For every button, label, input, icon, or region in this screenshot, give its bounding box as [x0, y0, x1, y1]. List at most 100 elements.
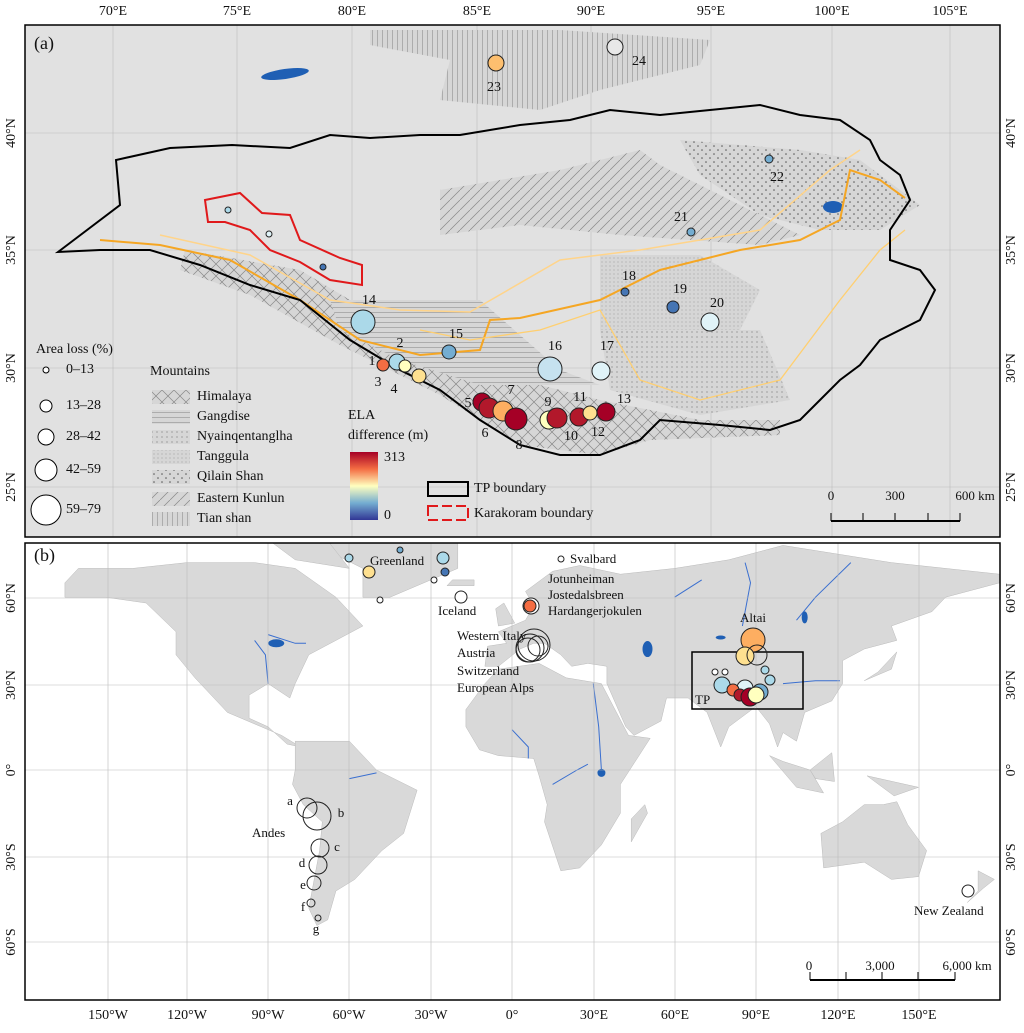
glacier-site: [961, 884, 975, 898]
mountain-hatch: [600, 255, 760, 330]
glacier-site: [557, 555, 565, 563]
lat-label: 30°N: [4, 670, 19, 700]
lon-label: 80°E: [338, 4, 366, 19]
site-label: 23: [487, 80, 501, 95]
legend-label: 28–42: [66, 429, 101, 444]
glacier-site: [362, 565, 376, 579]
glacier-site: [376, 358, 390, 372]
place-label: Jostedalsbreen: [548, 587, 624, 602]
site-label: 11: [573, 390, 586, 405]
legend-label: 42–59: [66, 462, 101, 477]
glacier-site: [376, 596, 384, 604]
river: [349, 772, 377, 780]
glacier-site: [310, 838, 330, 858]
glacier-site: [735, 646, 755, 666]
land: [866, 775, 920, 797]
legend-label: Eastern Kunlun: [197, 491, 284, 506]
legend-label: 13–28: [66, 398, 101, 413]
land: [809, 752, 835, 782]
land: [446, 579, 475, 586]
mountain-hatch: [180, 250, 780, 455]
glacier-site: [764, 674, 776, 686]
site-label: f: [301, 899, 306, 914]
lake: [268, 639, 285, 648]
panel-a-map: [25, 25, 1000, 537]
glacier-site: [265, 230, 273, 238]
site-label: 8: [516, 438, 523, 453]
colorbar-label: 0: [384, 508, 391, 523]
legend-swatch: [152, 470, 190, 484]
mountain-hatch: [440, 150, 800, 245]
land: [64, 562, 364, 748]
lake: [715, 635, 726, 640]
glacier-site: [746, 644, 768, 666]
glacier-site: [523, 599, 537, 613]
site-label: 2: [397, 336, 404, 351]
place-label: Andes: [252, 825, 285, 840]
glacier-site: [308, 855, 328, 875]
river: [674, 579, 702, 598]
legend-label: Tanggula: [197, 449, 250, 464]
legend-label: Karakoram boundary: [474, 506, 593, 521]
land: [769, 755, 825, 794]
land: [864, 651, 898, 681]
site-label: 21: [674, 210, 688, 225]
karakoram-boundary: [203, 191, 363, 287]
site-label: 16: [548, 339, 562, 354]
legend-label: 0–13: [66, 362, 94, 377]
site-label: c: [334, 839, 340, 854]
lat-label: 25°N: [1004, 472, 1019, 502]
land: [630, 804, 648, 843]
legend-swatch: [152, 410, 190, 424]
place-label: Western Italy: [457, 628, 527, 643]
legend-swatch: [152, 430, 190, 444]
glacier-site: [411, 368, 427, 384]
land: [820, 801, 927, 880]
colorbar: [350, 452, 378, 520]
site-label: 7: [508, 383, 515, 398]
glacier-site: [319, 263, 327, 271]
scale-label: 300: [885, 488, 905, 503]
legend-swatch: [152, 450, 190, 464]
lat-label: 60°S: [4, 928, 19, 955]
legend-swatch: [427, 505, 469, 521]
legend-swatch: [152, 492, 190, 506]
lake: [261, 68, 309, 80]
panel-label: (a): [34, 33, 54, 54]
lat-label: 35°N: [4, 235, 19, 265]
glacier-site: [306, 875, 322, 891]
site-label: 20: [710, 296, 724, 311]
legend-title: Mountains: [150, 364, 210, 379]
lat-label: 40°N: [4, 118, 19, 148]
site-label: 13: [617, 392, 631, 407]
river: [796, 562, 852, 621]
place-label: Altai: [740, 610, 766, 625]
glacier-site: [440, 567, 450, 577]
lake: [823, 201, 843, 213]
glacier-site: [666, 300, 680, 314]
land: [321, 543, 459, 598]
glacier-site: [350, 309, 376, 335]
glacier-site: [721, 668, 729, 676]
mountain-hatch: [330, 300, 600, 385]
place-label: New Zealand: [914, 903, 984, 918]
place-label: Hardangerjokulen: [548, 603, 642, 618]
scale-label: 3,000: [865, 958, 894, 973]
glacier-site: [398, 359, 412, 373]
river: [254, 640, 269, 684]
glacier-site: [314, 914, 322, 922]
glacier-site: [537, 356, 563, 382]
glacier-site: [454, 590, 468, 604]
glacier-site: [487, 54, 505, 72]
lat-label: 0°: [4, 764, 19, 777]
lon-label: 85°E: [463, 4, 491, 19]
legend-label: Qilain Shan: [197, 469, 264, 484]
lat-label: 25°N: [4, 472, 19, 502]
site-label: 15: [449, 327, 463, 342]
site-label: b: [338, 805, 345, 820]
river: [159, 149, 861, 313]
river: [782, 680, 840, 685]
place-label: Switzerland: [457, 663, 520, 678]
lon-label: 60°W: [333, 1008, 367, 1023]
lat-label: 60°N: [1004, 583, 1019, 613]
